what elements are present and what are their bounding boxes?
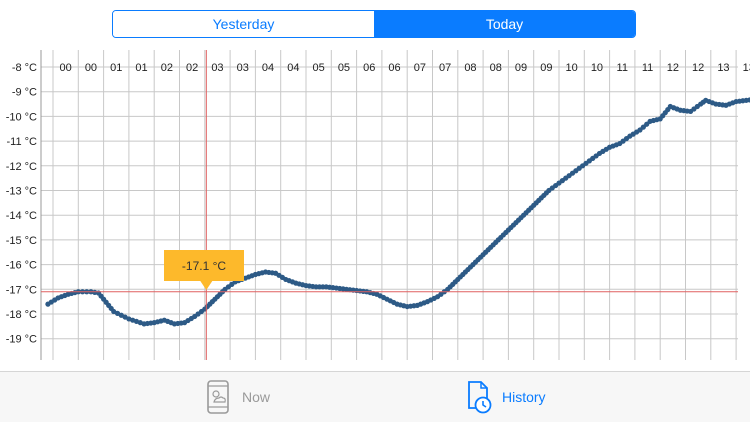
x-tick-label: 06 <box>363 62 375 74</box>
x-tick-label: 03 <box>237 62 249 74</box>
x-tick-label: 00 <box>60 62 72 74</box>
x-tick-label: 02 <box>161 62 173 74</box>
y-tick-label: -14 °C <box>6 210 37 222</box>
y-tick-label: -12 °C <box>6 161 37 173</box>
day-segmented-control: Yesterday Today <box>112 10 636 38</box>
tab-history[interactable]: History <box>466 380 546 414</box>
chart-grid <box>40 50 738 360</box>
x-tick-label: 13 <box>743 62 750 74</box>
data-point <box>644 121 650 127</box>
temperature-series <box>45 97 750 327</box>
tooltip-value: -17.1 °C <box>182 259 226 273</box>
x-tick-label: 04 <box>287 62 299 74</box>
x-tick-label: 12 <box>692 62 704 74</box>
tab-bar: Now History <box>0 371 750 422</box>
x-tick-label: 09 <box>540 62 552 74</box>
x-tick-label: 03 <box>211 62 223 74</box>
y-tick-label: -15 °C <box>6 235 37 247</box>
y-tick-label: -17 °C <box>6 284 37 296</box>
tooltip-background <box>164 250 244 290</box>
x-tick-label: 13 <box>717 62 729 74</box>
data-point <box>640 124 646 130</box>
data-point <box>746 97 750 103</box>
segment-yesterday[interactable]: Yesterday <box>113 11 374 37</box>
x-tick-label: 04 <box>262 62 274 74</box>
history-clock-icon <box>466 380 492 414</box>
y-tick-label: -13 °C <box>6 186 37 198</box>
temperature-chart[interactable]: -8 °C -9 °C -10 °C -11 °C -12 °C -13 °C -14 °C… <box>0 50 750 370</box>
x-tick-label: 05 <box>313 62 325 74</box>
y-tick-label: -8 °C <box>12 62 37 74</box>
x-tick-label: 09 <box>515 62 527 74</box>
tab-history-label: History <box>502 389 546 405</box>
x-tick-label: 11 <box>642 62 653 74</box>
tooltip: -17.1 °C <box>164 250 244 290</box>
crosshair <box>41 50 738 360</box>
x-tick-label: 01 <box>110 62 122 74</box>
y-axis-labels: -8 °C -9 °C -10 °C -11 °C -12 °C -13 °C -14 °C… <box>6 62 37 346</box>
x-tick-label: 02 <box>186 62 198 74</box>
x-tick-label: 08 <box>490 62 502 74</box>
tab-now-label: Now <box>242 389 271 405</box>
y-tick-label: -18 °C <box>6 309 37 321</box>
y-tick-label: -16 °C <box>6 260 37 272</box>
x-tick-label: 01 <box>135 62 147 74</box>
data-point <box>637 127 643 133</box>
x-tick-label: 05 <box>338 62 350 74</box>
x-tick-label: 08 <box>464 62 476 74</box>
y-tick-label: -9 °C <box>12 87 37 99</box>
x-tick-label: 11 <box>617 62 628 74</box>
x-tick-label: 10 <box>591 62 603 74</box>
y-tick-label: -19 °C <box>6 334 37 346</box>
x-tick-label: 00 <box>85 62 97 74</box>
x-tick-label: 10 <box>566 62 578 74</box>
tab-now[interactable]: Now <box>206 380 270 414</box>
y-tick-label: -10 °C <box>6 111 37 123</box>
x-tick-label: 06 <box>388 62 400 74</box>
phone-weather-icon <box>206 380 232 414</box>
x-tick-label: 07 <box>439 62 451 74</box>
x-tick-label: 12 <box>667 62 679 74</box>
segment-today[interactable]: Today <box>374 11 635 37</box>
x-axis-labels: 00 00 01 01 02 02 03 03 04 04 05 05 06 06 07 07 08 08 09 09… <box>60 62 750 74</box>
y-tick-label: -11 °C <box>7 136 38 148</box>
x-tick-label: 07 <box>414 62 426 74</box>
